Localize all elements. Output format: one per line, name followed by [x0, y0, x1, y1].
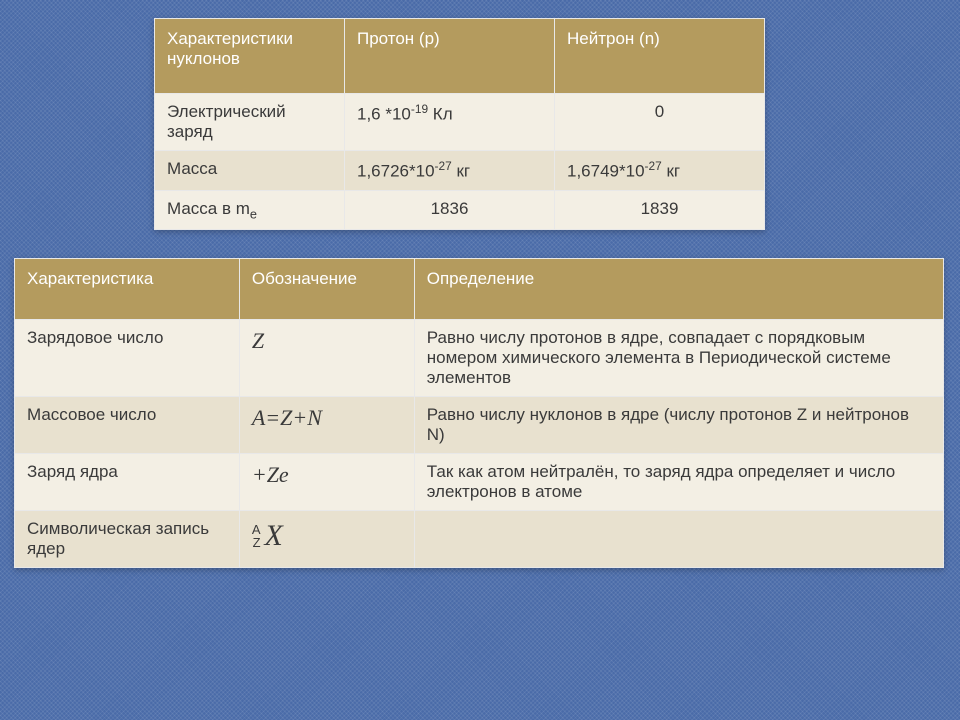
- t1-r3-neutron: 1839: [555, 190, 765, 229]
- t2-col-header-3: Определение: [414, 259, 943, 320]
- t2-r2-def: Равно числу нуклонов в ядре (числу прото…: [414, 397, 943, 454]
- t1-r1-proton: 1,6 *10-19 Кл: [345, 94, 555, 151]
- t2-r3-symbol: +Ze: [252, 462, 289, 487]
- t1-col-header-3: Нейтрон (n): [555, 19, 765, 94]
- t2-r2-label: Массовое число: [15, 397, 240, 454]
- t2-r4-def: [414, 511, 943, 568]
- t2-r1-label: Зарядовое число: [15, 320, 240, 397]
- t1-col-header-2: Протон (p): [345, 19, 555, 94]
- t1-r1-neutron: 0: [555, 94, 765, 151]
- t2-col-header-1: Характеристика: [15, 259, 240, 320]
- t2-r1-symbol: Z: [252, 328, 264, 353]
- atomic-number-index: Z: [252, 536, 261, 549]
- t2-r3-label: Заряд ядра: [15, 454, 240, 511]
- t2-r4-symbol: A Z X: [239, 511, 414, 568]
- t1-col-header-1: Характеристики нуклонов: [155, 19, 345, 94]
- nucleon-properties-table: Характеристики нуклонов Протон (p) Нейтр…: [154, 18, 765, 230]
- t1-r3-label: Масса в me: [155, 190, 345, 229]
- t1-r2-neutron: 1,6749*10-27 кг: [555, 151, 765, 191]
- t1-r2-label: Масса: [155, 151, 345, 191]
- t1-r2-proton: 1,6726*10-27 кг: [345, 151, 555, 191]
- nucleus-definitions-table: Характеристика Обозначение Определение З…: [14, 258, 944, 568]
- t2-col-header-2: Обозначение: [239, 259, 414, 320]
- element-symbol-x: X: [265, 519, 283, 552]
- t2-r2-symbol: A=Z+N: [252, 405, 322, 430]
- t2-r3-def: Так как атом нейтралён, то заряд ядра оп…: [414, 454, 943, 511]
- t1-r1-label: Электрический заряд: [155, 94, 345, 151]
- t2-r4-label: Символическая запись ядер: [15, 511, 240, 568]
- nuclide-indices: A Z: [252, 523, 261, 549]
- t2-r1-def: Равно числу протонов в ядре, совпадает с…: [414, 320, 943, 397]
- t1-r3-proton: 1836: [345, 190, 555, 229]
